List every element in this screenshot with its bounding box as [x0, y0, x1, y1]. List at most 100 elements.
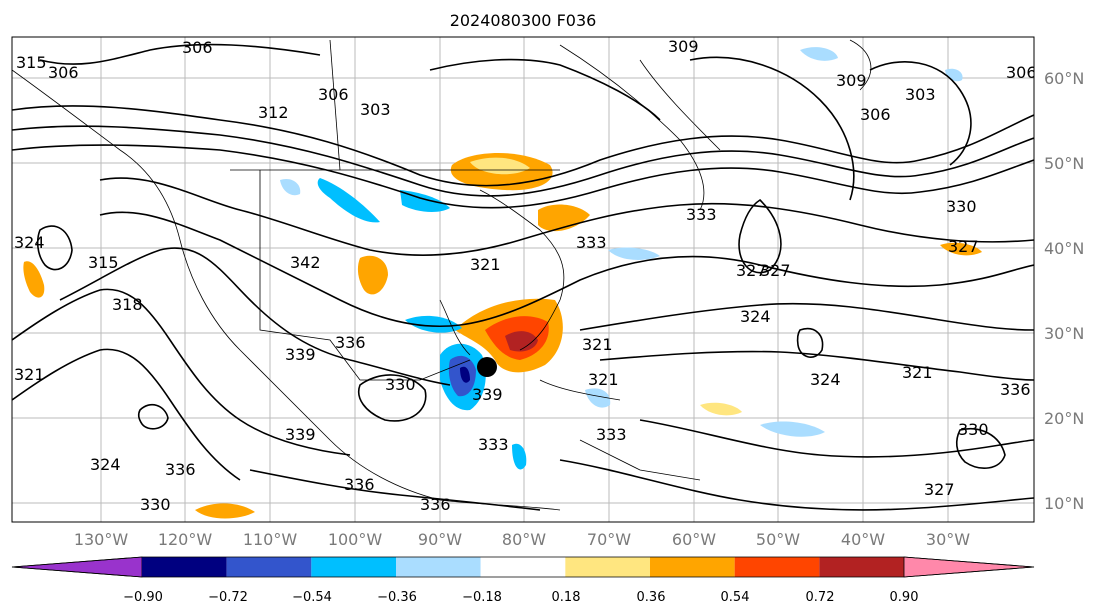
lat-label: 60°N — [1044, 69, 1084, 88]
lat-label: 20°N — [1044, 409, 1084, 428]
contour-label: 336 — [344, 475, 375, 494]
contour-label: 318 — [112, 295, 143, 314]
colorbar-extend-low — [11, 556, 143, 578]
contour-label: 333 — [478, 435, 509, 454]
contour-label: 336 — [335, 333, 366, 352]
lon-label: 30°W — [926, 530, 970, 549]
colorbar-segment — [480, 557, 566, 577]
lon-label: 100°W — [328, 530, 383, 549]
negative-anomaly-patch — [585, 388, 611, 408]
negative-anomaly-patch — [760, 421, 825, 437]
contour-label: 306 — [48, 63, 79, 82]
lat-label: 10°N — [1044, 494, 1084, 513]
contour-label: 306 — [860, 105, 891, 124]
contour-label: 321 — [902, 363, 933, 382]
contour-label: 306 — [182, 38, 213, 57]
contour-label: 315 — [16, 53, 47, 72]
lat-label: 30°N — [1044, 324, 1084, 343]
positive-anomaly-patch — [195, 503, 255, 519]
lon-label: 60°W — [672, 530, 716, 549]
colorbar-segment — [311, 557, 396, 577]
contour-label: 306 — [318, 85, 349, 104]
contour-label: 321 — [470, 255, 501, 274]
contour-label: 333 — [596, 425, 627, 444]
contour-label: 321 — [588, 370, 619, 389]
negative-anomaly-patch — [608, 247, 660, 260]
contour-label: 336 — [165, 460, 196, 479]
contour-label: 321 — [14, 365, 45, 384]
contour-label: 303 — [905, 85, 936, 104]
contour-label: 336 — [420, 495, 451, 514]
colorbar-tick-label: −0.54 — [292, 590, 332, 605]
colorbar-segment — [819, 557, 904, 577]
colorbar-tick-label: 0.90 — [890, 590, 919, 605]
colorbar-segment — [650, 557, 735, 577]
contour-label: 327 — [948, 237, 979, 256]
colorbar-tick-label: −0.72 — [208, 590, 248, 605]
colorbar-tick-label: −0.90 — [123, 590, 163, 605]
colorbar-tick-label: −0.36 — [377, 590, 417, 605]
coastlines — [12, 39, 872, 511]
lon-label: 110°W — [243, 530, 298, 549]
negative-anomaly-patch — [460, 366, 470, 383]
colorbar-segment — [734, 557, 820, 577]
contour-label: 309 — [668, 37, 699, 56]
latitude-labels: 60°N 50°N 40°N 30°N 20°N 10°N — [1044, 69, 1084, 513]
contour-label: 339 — [472, 385, 503, 404]
longitude-labels: 130°W 120°W 110°W 100°W 90°W 80°W 70°W 6… — [74, 530, 970, 549]
lon-label: 90°W — [418, 530, 462, 549]
lon-label: 70°W — [587, 530, 631, 549]
contour-label: 333 — [686, 205, 717, 224]
contour-label: 330 — [946, 197, 977, 216]
colorbar-tick-label: 0.54 — [721, 590, 750, 605]
contour-label: 333 — [576, 233, 607, 252]
colorbar-tick-label: 0.18 — [552, 590, 581, 605]
contour-label: 342 — [290, 253, 321, 272]
lat-label: 40°N — [1044, 239, 1084, 258]
contour-label: 324 — [810, 370, 841, 389]
contour-label: 321 — [582, 335, 613, 354]
contour-label: 309 — [836, 71, 867, 90]
contour-label: 303 — [360, 100, 391, 119]
contour-label: 306 — [1006, 63, 1037, 82]
contour-label: 330 — [140, 495, 171, 514]
colorbar-segment — [396, 557, 481, 577]
map-title: 2024080300 F036 — [450, 11, 597, 30]
positive-anomaly-patch — [357, 255, 388, 295]
colorbar-tick-labels: −0.90 −0.72 −0.54 −0.36 −0.18 0.18 0.36 … — [123, 590, 918, 605]
lat-label: 50°N — [1044, 154, 1084, 173]
contour-label: 324 — [14, 233, 45, 252]
contour-label: 327 — [924, 480, 955, 499]
contour-label: 336 — [1000, 380, 1031, 399]
contour-label: 324 — [90, 455, 121, 474]
lon-label: 50°W — [756, 530, 800, 549]
lon-label: 80°W — [502, 530, 546, 549]
positive-anomaly-patch — [700, 402, 742, 416]
colorbar-segment — [226, 557, 312, 577]
colorbar-segment — [565, 557, 650, 577]
positive-anomaly-patch — [23, 261, 45, 298]
colorbar — [11, 556, 1035, 578]
contour-label: 327 — [736, 261, 767, 280]
colorbar-segment — [142, 557, 227, 577]
contour-label: 330 — [385, 375, 416, 394]
negative-anomaly-patch — [280, 178, 301, 196]
positive-anomaly-patch — [940, 242, 982, 256]
negative-anomaly-patch — [945, 68, 963, 82]
colorbar-tick-label: 0.36 — [637, 590, 666, 605]
negative-anomaly-patch — [317, 178, 380, 223]
contour-label: 327 — [760, 261, 791, 280]
lon-label: 130°W — [74, 530, 129, 549]
colorbar-tick-label: −0.18 — [462, 590, 502, 605]
negative-anomaly-patch — [405, 315, 462, 333]
contour-label: 324 — [740, 307, 771, 326]
negative-anomaly-patch — [512, 443, 527, 470]
colorbar-tick-label: 0.72 — [806, 590, 835, 605]
colorbar-outline — [11, 556, 1035, 578]
contour-label: 312 — [258, 103, 289, 122]
lon-label: 40°W — [841, 530, 885, 549]
positive-anomaly-patch — [538, 204, 590, 232]
height-contours — [12, 43, 1034, 511]
positive-anomaly-patch — [505, 331, 538, 352]
negative-anomaly-patch — [800, 47, 838, 61]
